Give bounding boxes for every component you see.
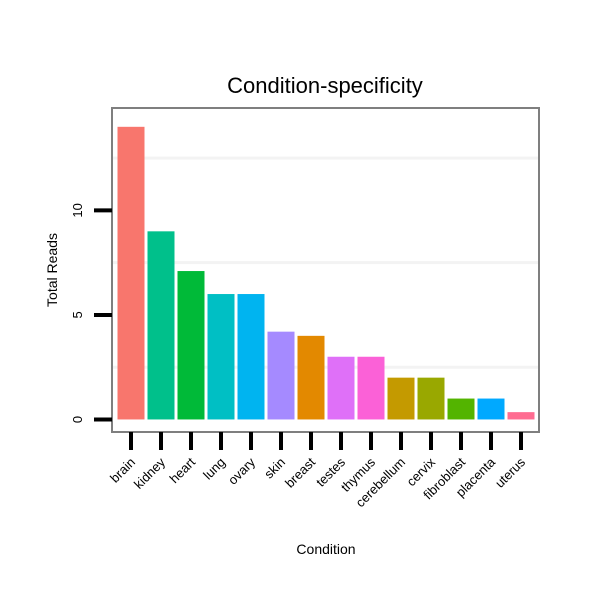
x-tick-label-ovary: ovary bbox=[225, 454, 258, 487]
x-tick-label-breast: breast bbox=[282, 454, 318, 490]
chart-title: Condition-specificity bbox=[227, 73, 423, 98]
bar-ovary bbox=[237, 294, 265, 420]
bar-thymus bbox=[357, 356, 385, 420]
bar-testes bbox=[327, 356, 355, 420]
bar-breast bbox=[297, 335, 325, 420]
bar-brain bbox=[117, 126, 145, 420]
y-tick-label: 10 bbox=[70, 203, 85, 217]
y-tick-label: 0 bbox=[70, 416, 85, 423]
bar-heart bbox=[177, 271, 205, 420]
x-tick-label-kidney: kidney bbox=[131, 454, 169, 492]
bar-lung bbox=[207, 294, 235, 420]
bars bbox=[117, 126, 535, 420]
bar-cervix bbox=[417, 377, 445, 420]
bar-skin bbox=[267, 331, 295, 420]
plot-panel bbox=[111, 107, 540, 433]
bar-cerebellum bbox=[387, 377, 415, 420]
bar-uterus bbox=[507, 412, 535, 420]
x-tick-label-uterus: uterus bbox=[492, 454, 529, 491]
x-axis-title: Condition bbox=[296, 541, 355, 557]
bar-kidney bbox=[147, 231, 175, 420]
y-tick-label: 5 bbox=[70, 311, 85, 318]
x-tick-label-lung: lung bbox=[200, 455, 228, 483]
y-axis-title: Total Reads bbox=[44, 233, 60, 307]
bar-fibroblast bbox=[447, 398, 475, 420]
y-axis: 0 5 10 bbox=[70, 203, 112, 423]
bar-placenta bbox=[477, 398, 505, 420]
x-tick-label-heart: heart bbox=[167, 454, 199, 486]
